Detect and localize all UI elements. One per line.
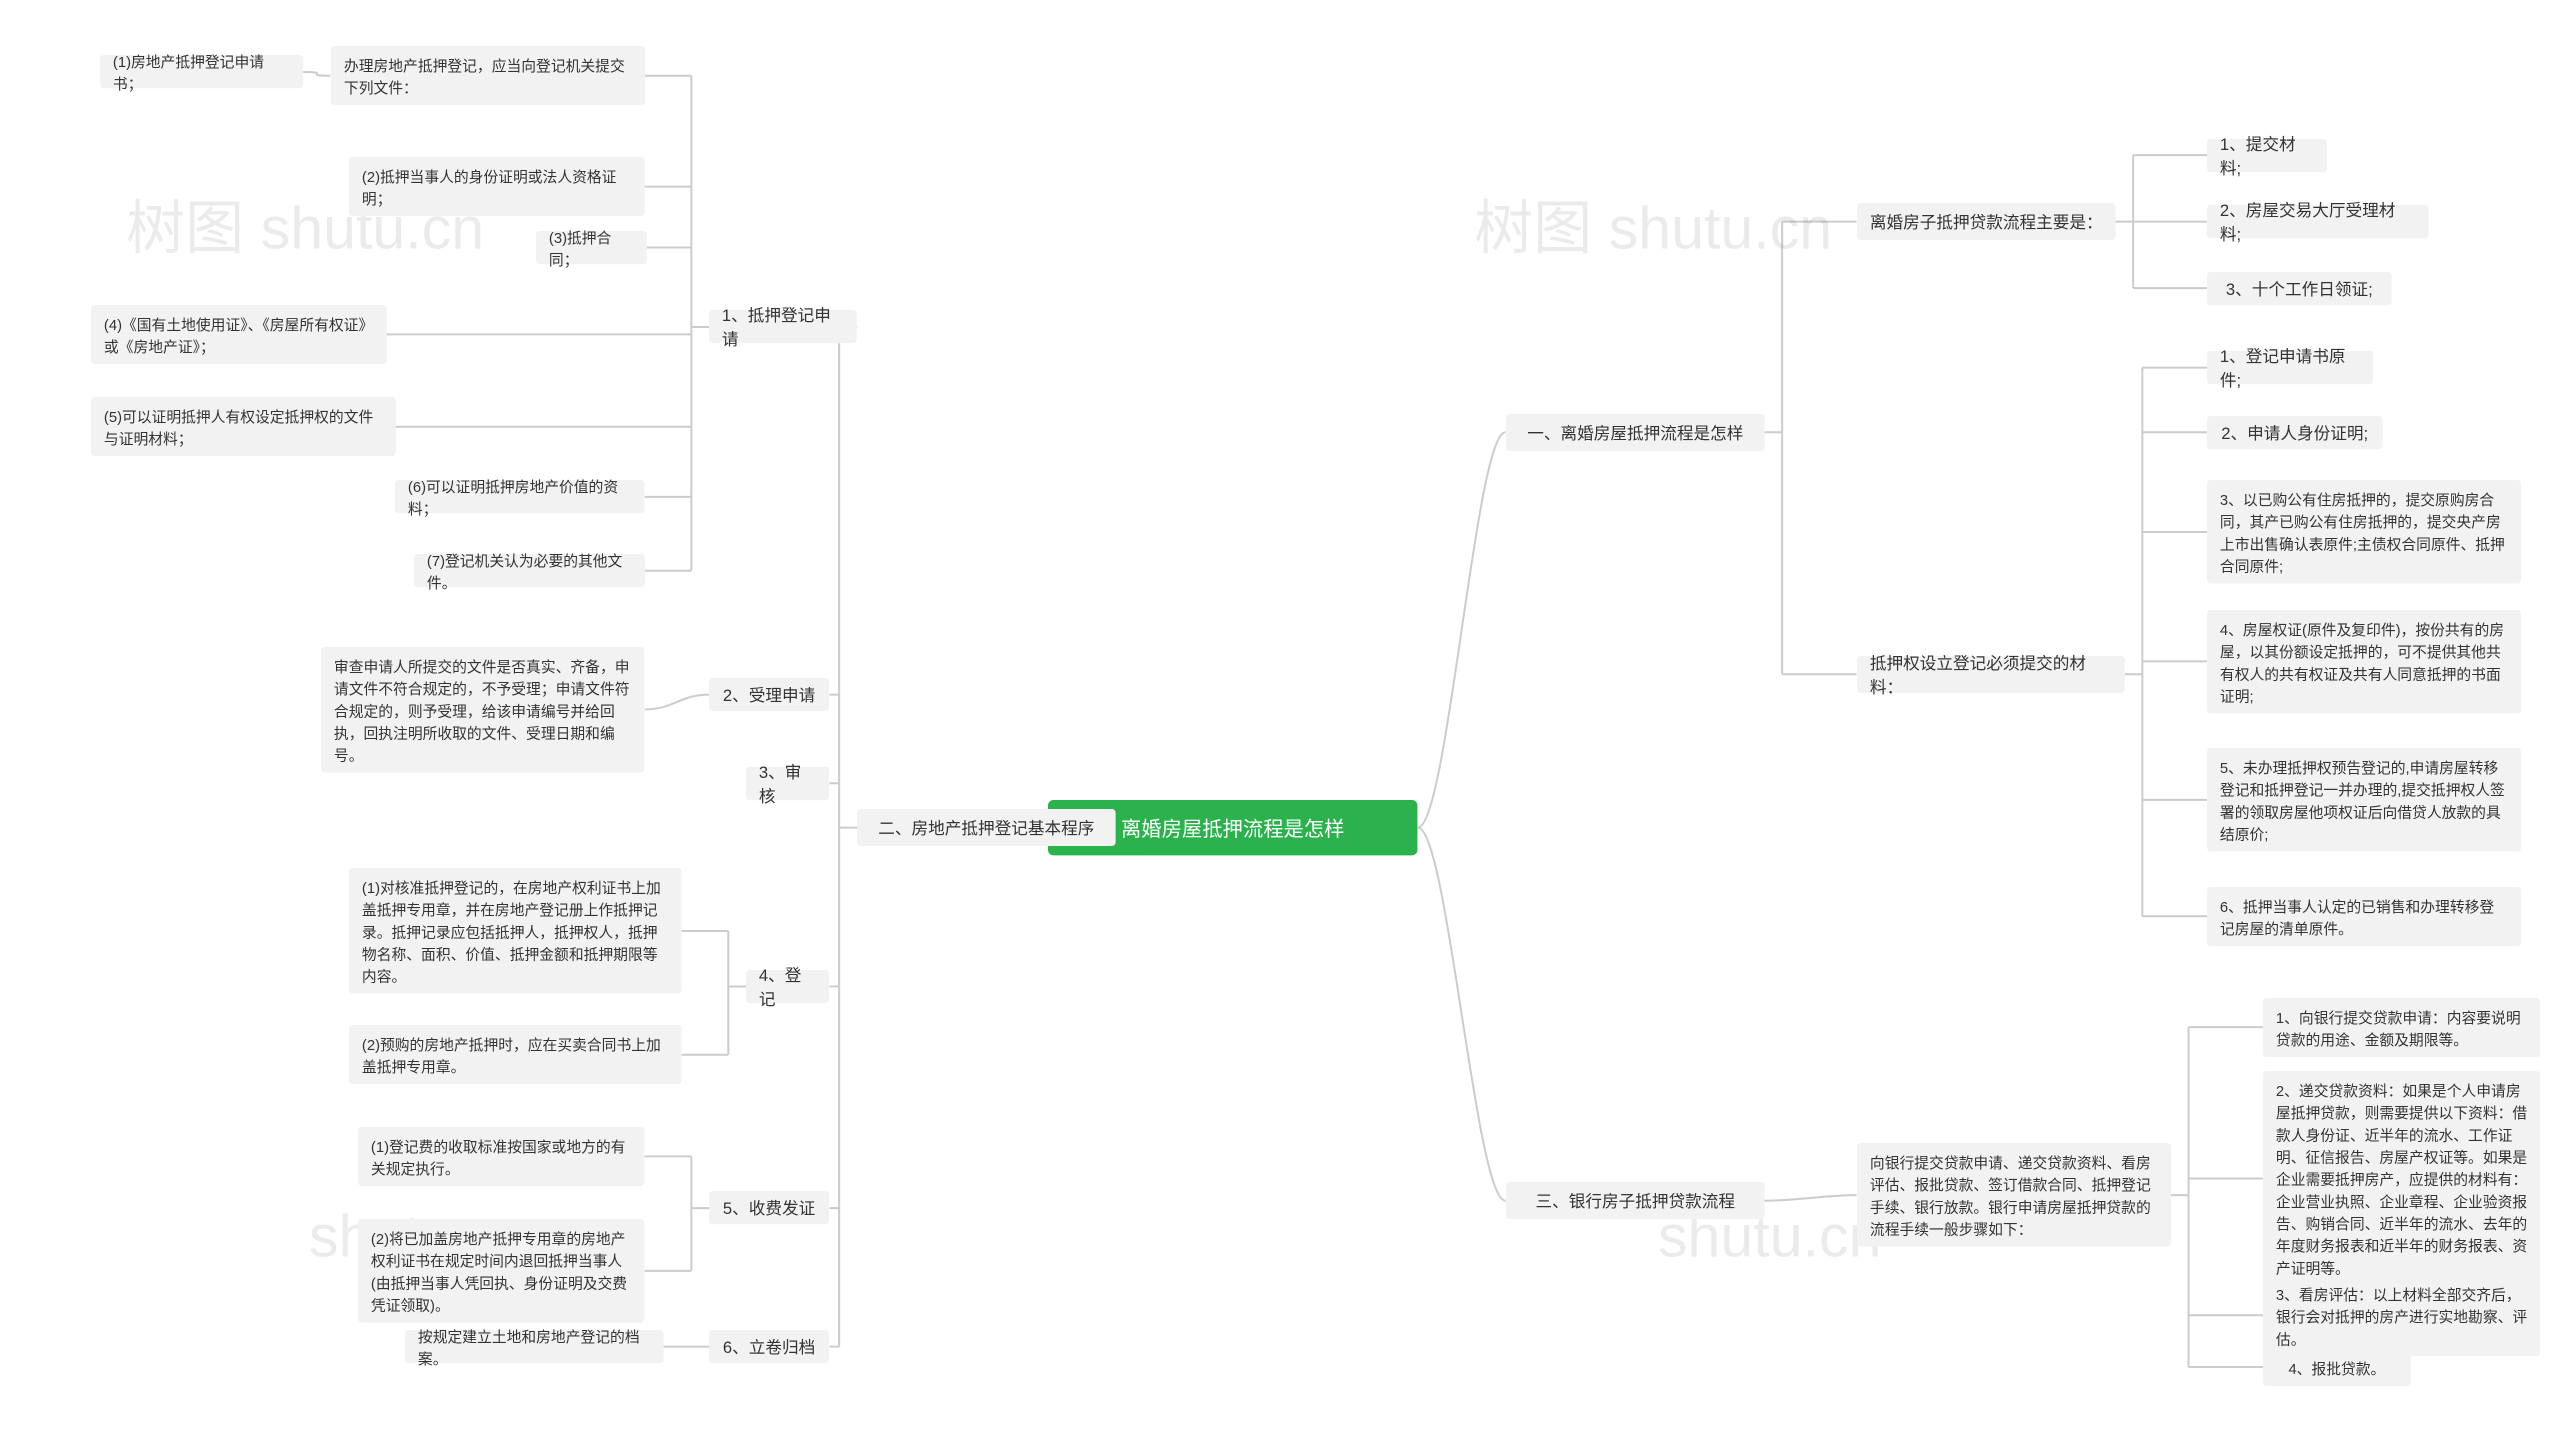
b2-n5-leaf-b[interactable]: (2)将已加盖房地产抵押专用章的房地产权利证书在规定时间内退回抵押当事人(由抵押…: [358, 1219, 644, 1322]
branch-2-node[interactable]: 二、房地产抵押登记基本程序: [857, 809, 1116, 846]
b2-n1-leaf-f[interactable]: (5)可以证明抵押人有权设定抵押权的文件与证明材料；: [91, 397, 396, 456]
b1-sub2-leaf-f[interactable]: 6、抵押当事人认定的已销售和办理转移登记房屋的清单原件。: [2207, 887, 2521, 946]
b1-sub2-leaf-c[interactable]: 3、以已购公有住房抵押的，提交原购房合同，其产已购公有住房抵押的，提交央产房上市…: [2207, 480, 2521, 583]
b2-n1-leaf-g[interactable]: (6)可以证明抵押房地产价值的资料；: [395, 480, 644, 513]
b3-leaf-d[interactable]: 4、报批贷款。: [2263, 1349, 2411, 1386]
b1-sub2-node[interactable]: 抵押权设立登记必须提交的材料：: [1857, 656, 2125, 693]
b2-n4-leaf-a[interactable]: (1)对核准抵押登记的，在房地产权利证书上加盖抵押专用章，并在房地产登记册上作抵…: [349, 868, 682, 994]
b3-desc-node[interactable]: 向银行提交贷款申请、递交贷款资料、看房评估、报批贷款、签订借款合同、抵押登记手续…: [1857, 1143, 2171, 1246]
b1-sub2-leaf-b[interactable]: 2、申请人身份证明;: [2207, 416, 2382, 449]
b2-n1-leaf-a[interactable]: 办理房地产抵押登记，应当向登记机关提交下列文件：: [331, 46, 645, 105]
b2-n2-node[interactable]: 2、受理申请: [709, 678, 829, 711]
b2-n2-desc[interactable]: 审查申请人所提交的文件是否真实、齐备，申请文件不符合规定的，不予受理；申请文件符…: [321, 647, 644, 773]
b1-sub1-node[interactable]: 离婚房子抵押贷款流程主要是：: [1857, 203, 2116, 240]
b2-n5-node[interactable]: 5、收费发证: [709, 1191, 829, 1224]
b2-n3-node[interactable]: 3、审核: [746, 767, 829, 800]
b2-n1-leaf-b[interactable]: (1)房地产抵押登记申请书；: [100, 55, 303, 88]
b1-sub2-leaf-e[interactable]: 5、未办理抵押权预告登记的,申请房屋转移登记和抵押登记一并办理的,提交抵押权人签…: [2207, 748, 2521, 851]
b3-leaf-a[interactable]: 1、向银行提交贷款申请：内容要说明贷款的用途、金额及期限等。: [2263, 998, 2540, 1057]
b1-sub2-leaf-d[interactable]: 4、房屋权证(原件及复印件)，按份共有的房屋，以其份额设定抵押的，可不提供其他共…: [2207, 610, 2521, 713]
b3-leaf-b[interactable]: 2、递交贷款资料：如果是个人申请房屋抵押贷款，则需要提供以下资料：借款人身份证、…: [2263, 1071, 2540, 1285]
b1-sub1-leaf-a[interactable]: 1、提交材料;: [2207, 139, 2327, 172]
b3-leaf-c[interactable]: 3、看房评估：以上材料全部交齐后，银行会对抵押的房产进行实地勘察、评估。: [2263, 1275, 2540, 1356]
b2-n4-node[interactable]: 4、登记: [746, 970, 829, 1003]
b2-n6-desc[interactable]: 按规定建立土地和房地产登记的档案。: [405, 1330, 664, 1363]
b2-n6-node[interactable]: 6、立卷归档: [709, 1330, 829, 1363]
b1-sub1-leaf-b[interactable]: 2、房屋交易大厅受理材料;: [2207, 205, 2429, 238]
branch-1-node[interactable]: 一、离婚房屋抵押流程是怎样: [1506, 414, 1765, 451]
b2-n1-leaf-c[interactable]: (2)抵押当事人的身份证明或法人资格证明；: [349, 157, 645, 216]
b2-n1-node[interactable]: 1、抵押登记申请: [709, 310, 857, 343]
watermark: 树图 shutu.cn: [1474, 181, 1832, 266]
b1-sub1-leaf-c[interactable]: 3、十个工作日领证;: [2207, 272, 2392, 305]
b2-n5-leaf-a[interactable]: (1)登记费的收取标准按国家或地方的有关规定执行。: [358, 1127, 644, 1186]
b2-n4-leaf-b[interactable]: (2)预购的房地产抵押时，应在买卖合同书上加盖抵押专用章。: [349, 1025, 682, 1084]
branch-3-node[interactable]: 三、银行房子抵押贷款流程: [1506, 1182, 1765, 1219]
b2-n1-leaf-h[interactable]: (7)登记机关认为必要的其他文件。: [414, 554, 645, 587]
b2-n1-leaf-e[interactable]: (4)《国有土地使用证》、《房屋所有权证》或《房地产证》；: [91, 305, 387, 364]
b1-sub2-leaf-a[interactable]: 1、登记申请书原件;: [2207, 351, 2373, 384]
b2-n1-leaf-d[interactable]: (3)抵押合同；: [536, 231, 647, 264]
